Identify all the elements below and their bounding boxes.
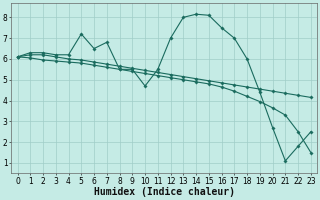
X-axis label: Humidex (Indice chaleur): Humidex (Indice chaleur) xyxy=(94,187,235,197)
